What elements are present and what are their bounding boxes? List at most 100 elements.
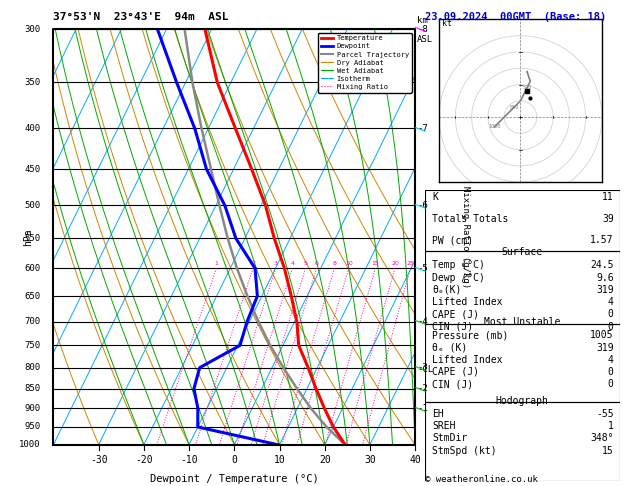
- Text: 319: 319: [596, 285, 614, 295]
- Text: © weatheronline.co.uk: © weatheronline.co.uk: [425, 474, 537, 484]
- Text: 0: 0: [608, 322, 614, 331]
- Text: CIN (J): CIN (J): [432, 322, 474, 331]
- Text: 10: 10: [274, 455, 286, 465]
- Text: 23.09.2024  00GMT  (Base: 18): 23.09.2024 00GMT (Base: 18): [425, 12, 606, 22]
- Text: 3: 3: [274, 261, 277, 266]
- Text: 348°: 348°: [590, 434, 614, 444]
- Text: 400: 400: [25, 124, 41, 133]
- Text: θₑ (K): θₑ (K): [432, 343, 467, 352]
- Text: 450: 450: [25, 165, 41, 174]
- Text: -30: -30: [90, 455, 108, 465]
- Text: 0: 0: [608, 379, 614, 389]
- Text: 9.6: 9.6: [596, 273, 614, 282]
- Text: -20: -20: [135, 455, 153, 465]
- Text: \: \: [413, 314, 428, 329]
- Text: StmDir: StmDir: [432, 434, 467, 444]
- Text: SREH: SREH: [432, 421, 456, 431]
- Text: -CL: -CL: [417, 365, 433, 374]
- Text: Totals Totals: Totals Totals: [432, 214, 509, 224]
- Text: CAPE (J): CAPE (J): [432, 309, 479, 319]
- Text: EH: EH: [432, 409, 444, 419]
- Text: 1000: 1000: [19, 440, 41, 449]
- Text: 800: 800: [25, 363, 41, 372]
- Text: 4: 4: [608, 297, 614, 307]
- Text: 319: 319: [596, 343, 614, 352]
- Text: 850: 850: [25, 384, 41, 393]
- Text: \: \: [413, 382, 428, 396]
- Text: PW (cm): PW (cm): [432, 236, 474, 245]
- Text: \: \: [413, 22, 428, 36]
- Text: \: \: [413, 361, 428, 375]
- Text: 1000: 1000: [488, 124, 501, 129]
- Text: Temp (°C): Temp (°C): [432, 260, 485, 270]
- Text: 15: 15: [372, 261, 379, 266]
- Text: 25: 25: [406, 261, 415, 266]
- Text: Most Unstable: Most Unstable: [484, 317, 560, 327]
- Text: \: \: [413, 261, 428, 276]
- Text: hPa: hPa: [23, 228, 33, 246]
- Text: 39: 39: [602, 214, 614, 224]
- Text: 500: 500: [25, 201, 41, 210]
- Text: 30: 30: [364, 455, 376, 465]
- Text: θₑ(K): θₑ(K): [432, 285, 462, 295]
- Text: 15: 15: [602, 446, 614, 456]
- Text: 600: 600: [25, 264, 41, 273]
- Text: 950: 950: [25, 422, 41, 432]
- Text: -4: -4: [417, 317, 428, 326]
- Text: Mixing Ratio (g/kg): Mixing Ratio (g/kg): [461, 186, 470, 288]
- Text: -10: -10: [181, 455, 198, 465]
- Text: -2: -2: [417, 384, 428, 393]
- Text: CAPE (J): CAPE (J): [432, 367, 479, 377]
- Text: 1: 1: [214, 261, 218, 266]
- Text: 850: 850: [509, 105, 519, 110]
- Text: 20: 20: [319, 455, 331, 465]
- Text: 10: 10: [345, 261, 353, 266]
- Text: 700: 700: [25, 317, 41, 326]
- Text: kt: kt: [442, 19, 452, 28]
- Text: -55: -55: [596, 409, 614, 419]
- Text: 4: 4: [608, 355, 614, 365]
- Text: CIN (J): CIN (J): [432, 379, 474, 389]
- Text: 5: 5: [304, 261, 308, 266]
- Text: 4: 4: [291, 261, 294, 266]
- Text: -6: -6: [417, 201, 428, 210]
- Text: 8: 8: [333, 261, 337, 266]
- Text: StmSpd (kt): StmSpd (kt): [432, 446, 497, 456]
- Text: \: \: [413, 198, 428, 213]
- Text: Lifted Index: Lifted Index: [432, 297, 503, 307]
- Legend: Temperature, Dewpoint, Parcel Trajectory, Dry Adiabat, Wet Adiabat, Isotherm, Mi: Temperature, Dewpoint, Parcel Trajectory…: [318, 33, 411, 93]
- Text: -8: -8: [417, 25, 428, 34]
- Text: Dewpoint / Temperature (°C): Dewpoint / Temperature (°C): [150, 474, 319, 484]
- Text: -3: -3: [417, 363, 428, 372]
- Text: Hodograph: Hodograph: [496, 396, 548, 406]
- Text: Dewp (°C): Dewp (°C): [432, 273, 485, 282]
- Text: 1: 1: [608, 421, 614, 431]
- Text: 650: 650: [25, 292, 41, 300]
- Text: ASL: ASL: [417, 35, 433, 44]
- Text: Pressure (mb): Pressure (mb): [432, 330, 509, 340]
- Text: 6: 6: [314, 261, 318, 266]
- Text: 900: 900: [25, 404, 41, 413]
- Text: 750: 750: [25, 341, 41, 350]
- Text: 350: 350: [25, 78, 41, 87]
- Text: 40: 40: [409, 455, 421, 465]
- Text: -1: -1: [417, 404, 428, 413]
- Text: km: km: [417, 16, 428, 25]
- Text: 1005: 1005: [590, 330, 614, 340]
- Text: 2: 2: [251, 261, 255, 266]
- Text: Lifted Index: Lifted Index: [432, 355, 503, 365]
- Text: 24.5: 24.5: [590, 260, 614, 270]
- Text: 20: 20: [391, 261, 399, 266]
- Text: 550: 550: [25, 234, 41, 243]
- Text: -7: -7: [417, 124, 428, 133]
- Text: \: \: [413, 401, 428, 416]
- Text: 37°53'N  23°43'E  94m  ASL: 37°53'N 23°43'E 94m ASL: [53, 12, 229, 22]
- Text: 0: 0: [608, 309, 614, 319]
- Text: 0: 0: [608, 367, 614, 377]
- Text: 300: 300: [25, 25, 41, 34]
- Text: Surface: Surface: [501, 247, 543, 257]
- Text: 0: 0: [231, 455, 237, 465]
- Text: K: K: [432, 192, 438, 202]
- Text: \: \: [413, 121, 428, 136]
- Text: 500: 500: [522, 86, 532, 90]
